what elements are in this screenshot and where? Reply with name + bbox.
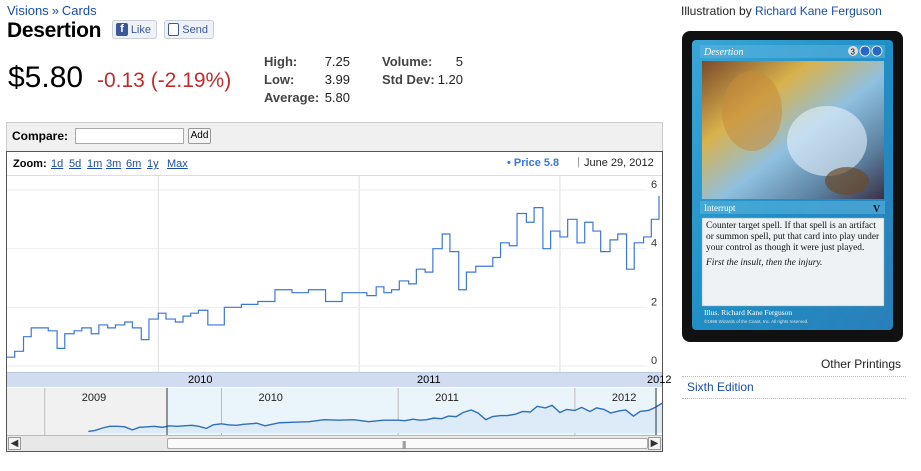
average-value: 5.80 bbox=[324, 90, 350, 105]
card-cost: 3 bbox=[851, 48, 856, 57]
legend-price-text: Price 5.8 bbox=[513, 157, 560, 169]
facebook-send-button[interactable]: Send bbox=[164, 20, 214, 39]
legend-price: • Price 5.8 bbox=[507, 157, 559, 169]
divider bbox=[682, 398, 906, 399]
compare-label: Compare: bbox=[12, 129, 69, 143]
breadcrumb-visions-link[interactable]: Visions bbox=[7, 3, 49, 18]
y-tick-label: 4 bbox=[651, 238, 657, 250]
send-label: Send bbox=[182, 23, 208, 36]
card-artist-line: Illus. Richard Kane Ferguson bbox=[704, 308, 792, 317]
compare-input[interactable] bbox=[75, 128, 184, 144]
breadcrumb-separator: » bbox=[51, 3, 59, 18]
grip-icon: ||| bbox=[402, 440, 406, 449]
card-image: Desertion 3 Interrupt V Counter target s… bbox=[682, 31, 903, 342]
volume-label: Volume: bbox=[382, 54, 433, 69]
other-printings-label: Other Printings bbox=[820, 357, 901, 371]
high-label: High: bbox=[264, 54, 298, 69]
current-price: $5.80 bbox=[8, 61, 84, 94]
page-title: Desertion bbox=[7, 19, 102, 42]
zoom-label: Zoom: bbox=[13, 158, 47, 170]
card-flavor-text: First the insult, then the injury. bbox=[706, 258, 823, 268]
zoom-5d[interactable]: 5d bbox=[69, 158, 82, 170]
legend-date: June 29, 2012 bbox=[584, 157, 654, 169]
x-tick-label: 2012 bbox=[647, 374, 672, 386]
card-copyright: ©1996 Wizards of the Coast, Inc. All rig… bbox=[704, 318, 808, 324]
scroll-left-arrow-icon[interactable]: ◀ bbox=[8, 437, 21, 450]
illustration-prefix: Illustration by bbox=[681, 4, 752, 18]
x-tick-label: 2011 bbox=[417, 374, 441, 386]
year-axis-strip: 2010 2011 2012 bbox=[7, 372, 671, 387]
overview-line bbox=[88, 402, 662, 433]
legend-separator: | bbox=[577, 156, 580, 168]
blue-mana-icon bbox=[859, 45, 871, 57]
blue-mana-icon bbox=[871, 45, 883, 57]
overview-year-label: 2012 bbox=[612, 392, 636, 404]
high-value: 7.25 bbox=[324, 54, 350, 69]
zoom-1m[interactable]: 1m bbox=[87, 158, 103, 170]
card-type: Interrupt bbox=[704, 203, 736, 213]
divider bbox=[682, 376, 906, 377]
card-title-bar bbox=[700, 45, 885, 58]
artist-link[interactable]: Richard Kane Ferguson bbox=[755, 4, 882, 18]
overview-chart[interactable]: 2009 2010 2011 2012 bbox=[7, 388, 662, 435]
zoom-1y[interactable]: 1y bbox=[147, 158, 159, 170]
price-change: -0.13 (-2.19%) bbox=[97, 69, 232, 92]
send-icon bbox=[168, 23, 180, 36]
zoom-max[interactable]: Max bbox=[167, 158, 188, 170]
x-tick-label: 2010 bbox=[188, 374, 213, 386]
overview-year-label: 2011 bbox=[435, 392, 459, 404]
volume-value: 5 bbox=[455, 54, 463, 69]
zoom-1d[interactable]: 1d bbox=[51, 158, 64, 170]
compare-bar: Compare: Add bbox=[6, 122, 663, 151]
overview-year-label: 2010 bbox=[258, 392, 282, 404]
scroll-right-arrow-icon[interactable]: ▶ bbox=[648, 437, 661, 450]
breadcrumb-cards-link[interactable]: Cards bbox=[61, 3, 97, 18]
illustration-credit: Illustration by Richard Kane Ferguson bbox=[681, 4, 882, 18]
stddev-value: 1.20 bbox=[437, 72, 463, 87]
zoom-3m[interactable]: 3m bbox=[106, 158, 122, 170]
set-symbol-icon: V bbox=[873, 204, 881, 215]
facebook-like-button[interactable]: f Like bbox=[112, 20, 157, 39]
y-tick-label: 6 bbox=[651, 179, 657, 191]
legend-bullet: • bbox=[507, 157, 511, 169]
low-label: Low: bbox=[264, 72, 295, 87]
like-label: Like bbox=[130, 23, 151, 36]
card-rules-text: Counter target spell. If that spell is a… bbox=[706, 221, 880, 253]
average-label: Average: bbox=[264, 90, 320, 105]
stddev-label: Std Dev: bbox=[382, 72, 435, 87]
zoom-6m[interactable]: 6m bbox=[126, 158, 142, 170]
price-series-line bbox=[7, 195, 660, 358]
low-value: 3.99 bbox=[324, 72, 350, 87]
y-tick-label: 0 bbox=[651, 355, 657, 367]
main-chart-plot[interactable]: 0 2 4 6 bbox=[7, 176, 662, 372]
add-button[interactable]: Add bbox=[188, 128, 211, 144]
facebook-icon: f bbox=[116, 23, 128, 36]
card-name: Desertion bbox=[703, 47, 743, 58]
zoom-bar: Zoom: 1d 5d 1m 3m 6m 1y Max • Price 5.8 … bbox=[7, 152, 662, 176]
breadcrumb: Visions» Cards bbox=[7, 3, 97, 18]
overview-year-label: 2009 bbox=[82, 392, 106, 404]
chart-scrollbar[interactable]: ◀ ||| ▶ bbox=[7, 435, 662, 451]
price-chart: Zoom: 1d 5d 1m 3m 6m 1y Max • Price 5.8 … bbox=[6, 151, 671, 452]
printing-sixth-edition-link[interactable]: Sixth Edition bbox=[687, 380, 754, 394]
scroll-thumb[interactable]: ||| bbox=[167, 438, 648, 449]
y-tick-label: 2 bbox=[651, 296, 657, 308]
